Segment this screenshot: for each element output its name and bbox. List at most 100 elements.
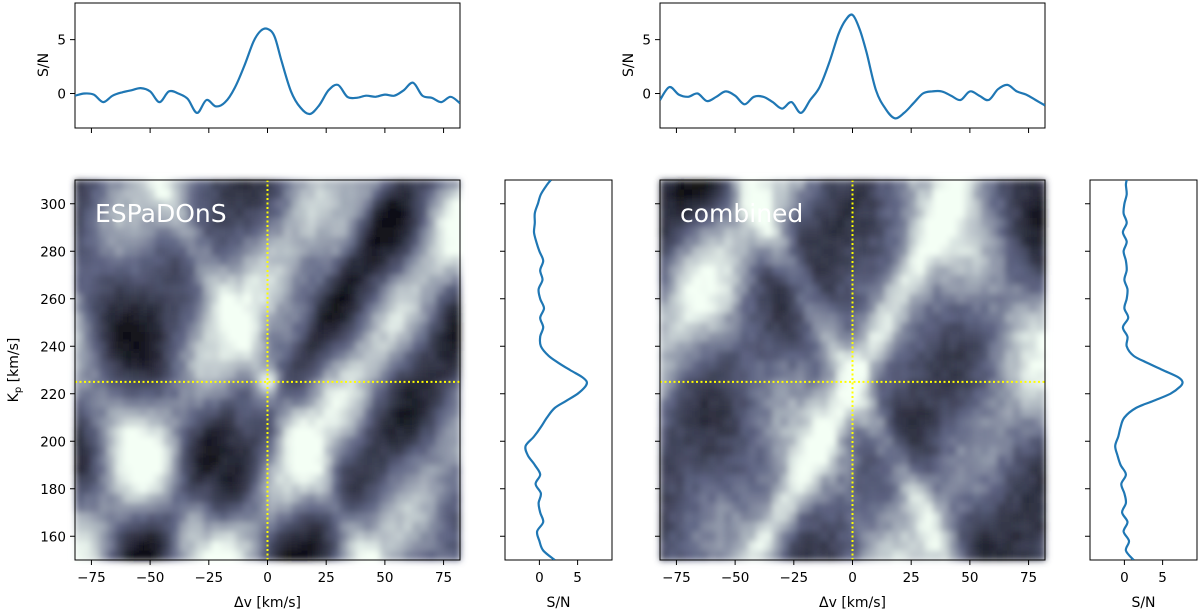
heatmap-cell [427,341,437,352]
heatmap-cell [163,341,172,352]
heatmap-cell [387,303,397,314]
heatmap-cell [844,341,854,352]
heatmap-cell [251,265,261,276]
heatmap-cell [692,246,701,257]
heatmap-cell [339,265,349,276]
heatmap-cell [708,284,717,295]
heatmap-cell [932,398,942,409]
heatmap-panel-espadons: ESPaDOnS −75 −50 −25 0 25 50 75160180200220240… [6,179,461,611]
heatmap-cell [347,313,357,324]
heatmap-cell [868,208,878,219]
heatmap-cell [692,189,701,200]
heatmap-cell [724,398,733,409]
heatmap-cell [668,417,677,428]
heatmap-cell [1004,531,1014,542]
heatmap-cell [139,265,148,276]
heatmap-cell [107,218,116,229]
heatmap-cell [195,275,204,286]
heatmap-cell [339,389,349,400]
heatmap-cell [988,180,998,191]
heatmap-cell [99,360,108,371]
heatmap-cell [692,379,701,390]
heatmap-cell [700,512,709,523]
heatmap-cell [83,322,92,333]
heatmap-cell [243,208,252,219]
heatmap-cell [339,341,349,352]
heatmap-cell [668,294,677,305]
heatmap-cell [275,503,285,514]
heatmap-cell [812,550,821,561]
heatmap-cell [844,246,854,257]
heatmap-cell [740,484,749,495]
heatmap-cell [756,180,765,191]
heatmap-cell [900,294,910,305]
heatmap-cell [291,313,301,324]
heatmap-cell [796,294,805,305]
heatmap-cell [676,550,685,561]
heatmap-cell [884,379,894,390]
heatmap-cell [1020,503,1030,514]
heatmap-cell [171,446,180,457]
heatmap-cell [828,389,837,400]
heatmap-cell [363,541,373,552]
heatmap-cell [75,436,84,447]
heatmap-cell [772,227,781,238]
heatmap-cell [764,512,773,523]
heatmap-cell [892,408,902,419]
heatmap-cell [828,512,837,523]
heatmap-cell [724,322,733,333]
heatmap-cell [812,313,821,324]
heatmap-cell [812,341,821,352]
heatmap-cell [347,503,357,514]
heatmap-cell [363,531,373,542]
heatmap-cell [732,408,741,419]
heatmap-cell [708,522,717,533]
heatmap-cell [772,180,781,191]
heatmap-cell [99,531,108,542]
heatmap-cell [788,550,797,561]
heatmap-cell [884,503,894,514]
heatmap-cell [163,227,172,238]
heatmap-cell [235,379,244,390]
heatmap-cell [1020,256,1030,267]
heatmap-cell [331,351,341,362]
heatmap-cell [75,360,84,371]
heatmap-cell [259,474,269,485]
heatmap-cell [155,237,164,248]
heatmap-cell [435,531,445,542]
top-snr-panel-espadons: 05 S/N [36,2,461,133]
heatmap-cell [1020,246,1030,257]
heatmap-cell [347,465,357,476]
heatmap-cell [876,332,886,343]
heatmap-cell [716,370,725,381]
heatmap-cell [387,474,397,485]
heatmap-cell [243,398,252,409]
heatmap-cell [179,351,188,362]
heatmap-cell [267,341,277,352]
heatmap-cell [676,189,685,200]
heatmap-cell [828,246,837,257]
heatmap-cell [283,455,293,466]
heatmap-cell [115,398,124,409]
heatmap-cell [876,484,886,495]
heatmap-cell [187,265,196,276]
heatmap-cell [772,531,781,542]
heatmap-cell [972,493,982,504]
heatmap-cell [75,294,84,305]
heatmap-cell [940,531,950,542]
heatmap-cell [996,484,1006,495]
heatmap-cell [668,455,677,466]
heatmap-cell [996,446,1006,457]
heatmap-cell [940,398,950,409]
heatmap-cell [379,446,389,457]
heatmap-cell [139,474,148,485]
heatmap-cell [163,389,172,400]
heatmap-cell [1012,294,1022,305]
heatmap-cell [804,550,813,561]
heatmap-cell [788,294,797,305]
heatmap-cell [452,351,461,362]
heatmap-cell [932,493,942,504]
heatmap-cell [964,360,974,371]
heatmap-cell [756,541,765,552]
heatmap-cell [139,180,148,191]
